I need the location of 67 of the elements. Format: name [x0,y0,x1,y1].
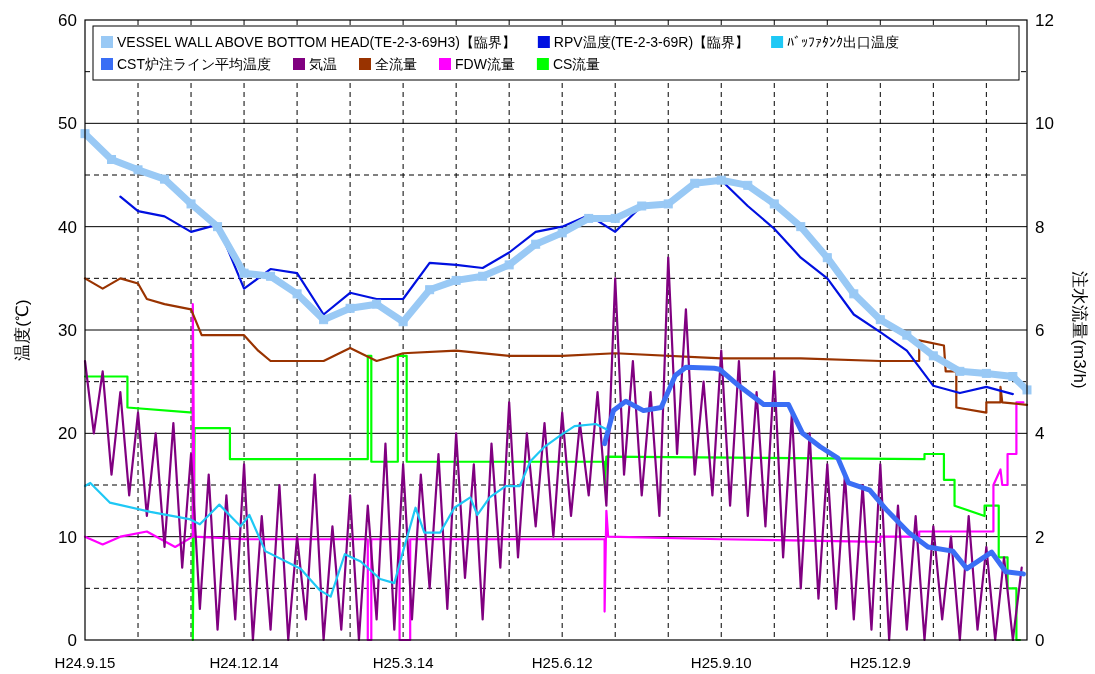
point [213,222,223,232]
point [1022,385,1032,395]
y-axis-title: 温度(℃) [13,299,32,361]
point [690,178,700,188]
point [716,175,726,185]
legend-label: FDW流量 [455,56,515,72]
point [849,289,859,299]
x-tick-label: H25.12.9 [849,654,911,671]
point [266,271,276,281]
point [107,155,117,164]
y-tick-label: 0 [67,631,77,650]
legend-label: CST炉注ライン平均温度 [117,56,271,72]
legend-label: RPV温度(TE-2-3-69R)【臨界】 [553,34,750,50]
x-tick-label: H25.6.12 [531,654,593,671]
point [743,180,753,190]
point [875,315,885,325]
point [345,303,355,313]
y-tick-label: 10 [58,527,77,547]
y-tick-label: 50 [58,114,77,134]
point [822,253,832,263]
y-tick-label: 20 [58,424,77,444]
point [610,213,620,223]
point [319,315,329,325]
y2-tick-label: 4 [1035,424,1045,444]
legend-label: CS流量 [552,56,601,72]
line-series [83,422,608,598]
y-tick-label: 30 [58,321,77,340]
point [1008,372,1018,381]
y-tick-label: 40 [58,217,77,237]
point [186,199,196,209]
y2-tick-label: 8 [1035,217,1045,237]
point [796,222,806,232]
y2-tick-label: 6 [1035,321,1045,340]
legend-label: ﾊﾞｯﾌｧﾀﾝｸ出口温度 [787,34,900,50]
y-tick-label: 60 [58,11,77,30]
x-tick-label: H24.9.15 [54,654,116,671]
point [584,213,594,223]
point [928,351,938,361]
point [955,366,965,376]
point [160,174,170,184]
point [769,199,779,209]
point [637,201,647,211]
point [372,299,382,309]
point [239,268,249,278]
x-tick-label: H25.3.14 [372,654,434,671]
point [531,239,541,249]
legend-label: VESSEL WALL ABOVE BOTTOM HEAD(TE-2-3-69H3)【臨界】 [117,34,516,50]
y2-tick-label: 12 [1035,11,1054,30]
x-tick-label: H25.9.10 [690,654,752,671]
point [557,228,567,238]
point [478,271,488,281]
point [451,275,461,285]
point [80,129,90,139]
legend-label: 気温 [309,56,337,72]
y2-tick-label: 10 [1035,114,1054,134]
point [663,199,673,209]
legend-label: 全流量 [375,56,417,72]
line-series [83,277,1029,414]
y2-axis-title: 注水流量(m3/h) [1070,271,1089,389]
point [292,289,302,299]
point [133,165,143,175]
point [504,260,514,270]
y2-tick-label: 2 [1035,527,1045,547]
point [425,285,435,295]
y2-tick-label: 0 [1035,631,1045,650]
point [902,330,912,340]
x-tick-label: H24.12.14 [209,654,279,671]
